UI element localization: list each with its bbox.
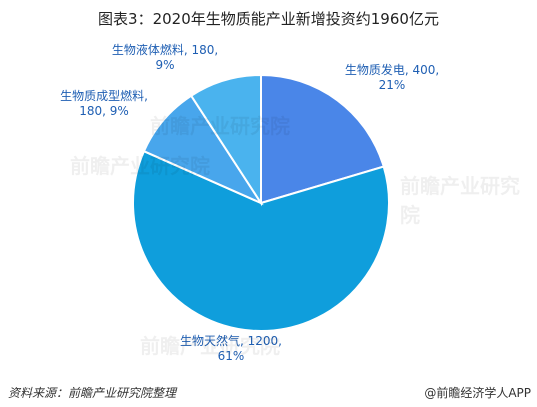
slice-data-label: 生物质发电, 400, 21% [345,62,439,92]
chart-title: 图表3：2020年生物质能产业新增投资约1960亿元 [98,10,439,28]
watermark-bottom: 前瞻产业研究院 [140,334,280,358]
watermark-left: 前瞻产业研究院 [70,154,210,178]
brand-note: @前瞻经济学人APP [424,386,531,400]
watermark-right: 前瞻产业研究院 [400,174,520,227]
pie-slice [260,73,385,205]
pie-slice [189,73,262,207]
source-note: 资料来源：前瞻产业研究院整理 [8,386,177,400]
pie-slice [132,149,390,332]
slice-data-label: 生物天然气, 1200, 61% [180,333,282,363]
watermark-center-top: 前瞻产业研究院 [150,114,290,138]
slice-data-label: 生物液体燃料, 180, 9% [112,42,218,72]
slice-data-label: 生物质成型燃料, 180, 9% [60,88,148,118]
